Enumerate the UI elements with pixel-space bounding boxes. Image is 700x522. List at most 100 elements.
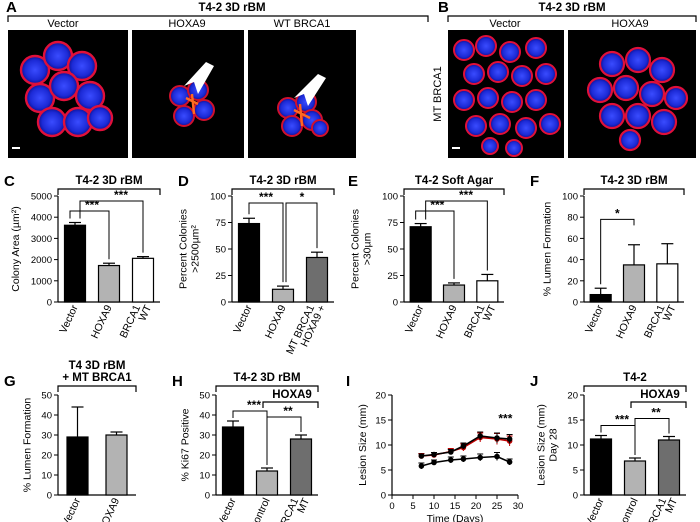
chart-e: E 0 25 50 75 100 Percent Colonies >30µm Vector HO…	[348, 173, 505, 341]
f-bar-2	[656, 263, 679, 303]
f-ytick-label: 0	[573, 298, 578, 309]
f-title-bracket	[583, 188, 685, 195]
g-bar-0	[66, 436, 89, 496]
d-sig-label-1: *	[300, 190, 305, 204]
f-title: T4-2 3D rBM	[600, 175, 667, 187]
h-category-label-0: Vector	[215, 496, 239, 522]
j-group-label: HOXA9	[640, 389, 680, 401]
d-ytick-label: 25	[215, 271, 226, 282]
chart-g: G 0 10 20 30 40 50 % Lumen Formation Vector HOXA9…	[4, 360, 137, 522]
i-ytick-label: 20	[375, 391, 386, 402]
g-category-label-1: HOXA9	[96, 496, 122, 522]
f-ytick-label: 60	[567, 234, 578, 245]
i-series-1-point	[418, 453, 425, 459]
e-ylabel-1: >30µm	[362, 232, 374, 265]
i-series-2-point	[418, 463, 425, 469]
j-title-bracket	[583, 385, 687, 392]
g-ytick-label: 30	[41, 431, 52, 442]
c-ytick-label: 0	[47, 298, 52, 309]
d-category-label-1: HOXA9	[263, 303, 289, 340]
panel-label-g: G	[4, 373, 16, 390]
j-category-label-0: Vector	[583, 496, 607, 522]
j-bar-2	[657, 439, 681, 496]
c-category-label-1: HOXA9	[89, 303, 115, 340]
c-sig-label-0: ***	[85, 198, 99, 212]
f-ytick-label: 20	[567, 276, 578, 287]
arrow-a-hoxa9	[184, 62, 214, 94]
d-sig-bracket-1	[285, 202, 318, 283]
panel-label-i: I	[346, 373, 350, 390]
h-category-label-2: MT	[295, 496, 313, 515]
c-bar-1	[97, 264, 121, 303]
scale-bar-a	[12, 147, 20, 149]
d-title-bracket	[231, 188, 335, 195]
i-series-1-point	[477, 433, 484, 439]
e-ytick-label: 25	[387, 271, 398, 282]
h-ytick-label: 30	[199, 431, 210, 442]
d-ylabel-0: Percent Colonies	[178, 209, 190, 289]
h-ytick-label: 40	[199, 411, 210, 422]
h-ytick-label: 10	[199, 471, 210, 482]
c-title-bracket	[57, 188, 161, 195]
d-ytick-label: 100	[210, 192, 226, 203]
panel-label-e: E	[348, 173, 358, 190]
e-bar-0	[409, 226, 432, 303]
g-title-1: + MT BRCA1	[62, 372, 132, 384]
e-title-bracket	[403, 188, 505, 195]
i-xtick-label: 5	[410, 501, 415, 512]
h-group-label: HOXA9	[272, 389, 312, 401]
i-xlabel: Time (Days)	[427, 513, 484, 522]
i-xtick-label: 30	[513, 501, 524, 512]
i-series-1-point	[431, 451, 437, 458]
panel-a: A T4-2 3D rBM Vector HOXA9 WT BRCA1	[6, 0, 429, 158]
c-bar-0	[63, 224, 87, 303]
j-ytick-label: 20	[567, 391, 578, 402]
c-bar-2	[131, 257, 155, 303]
d-bar-1	[271, 288, 295, 303]
panel-b: B T4-2 3D rBM Vector HOXA9 MT BRCA1	[432, 0, 697, 158]
e-category-label-0: Vector	[403, 303, 427, 336]
micrograph-a-vector	[8, 30, 128, 158]
j-category-label-2: MT	[663, 496, 681, 515]
g-category-label-0: Vector	[60, 496, 84, 522]
panel-label-c: C	[4, 173, 15, 190]
panel-label-j: J	[530, 373, 538, 390]
i-ytick-label: 15	[375, 416, 386, 427]
g-ytick-label: 50	[41, 391, 52, 402]
g-ytick-label: 10	[41, 471, 52, 482]
panel-b-header: T4-2 3D rBM	[538, 2, 605, 14]
f-sig-bracket-0	[600, 218, 635, 285]
g-bar-1	[105, 434, 128, 496]
d-ytick-label: 0	[221, 298, 226, 309]
j-sig-bracket-1	[634, 418, 670, 455]
i-series-2-point	[506, 459, 513, 465]
c-sig-label-1: ***	[114, 188, 128, 202]
chart-d: D 0 25 50 75 100 Percent Colonies >2500µm² Vecto…	[178, 173, 335, 356]
micrograph-b-hoxa9	[568, 30, 696, 158]
j-ylabel-0: Lesion Size (mm)	[535, 404, 547, 486]
i-series-2-point	[460, 456, 467, 462]
g-ylabel-0: % Lumen Formation	[21, 398, 33, 493]
j-ytick-label: 0	[573, 491, 578, 502]
f-category-label-1: HOXA9	[614, 303, 640, 340]
h-title: T4-2 3D rBM	[233, 372, 300, 384]
j-bar-1	[623, 460, 647, 496]
panel-label-a: A	[6, 0, 17, 16]
j-bar-0	[589, 438, 613, 496]
f-bar-1	[622, 264, 646, 303]
i-ytick-label: 5	[381, 466, 386, 477]
i-xtick-label: 0	[389, 501, 394, 512]
g-title-bracket	[57, 385, 137, 392]
e-category-label-2: WT	[481, 303, 499, 323]
h-bar-1	[255, 470, 279, 496]
j-ytick-label: 10	[567, 441, 578, 452]
h-ytick-label: 20	[199, 451, 210, 462]
j-sig-label-0: ***	[615, 413, 629, 427]
i-series-2-point	[494, 453, 500, 460]
c-category-label-2: WT	[136, 303, 154, 323]
j-ylabel-1: Day 28	[547, 428, 559, 461]
d-bar-2	[305, 256, 329, 303]
i-series-2-point	[431, 459, 437, 466]
j-group-bracket	[630, 401, 687, 408]
c-title: T4-2 3D rBM	[75, 175, 142, 187]
